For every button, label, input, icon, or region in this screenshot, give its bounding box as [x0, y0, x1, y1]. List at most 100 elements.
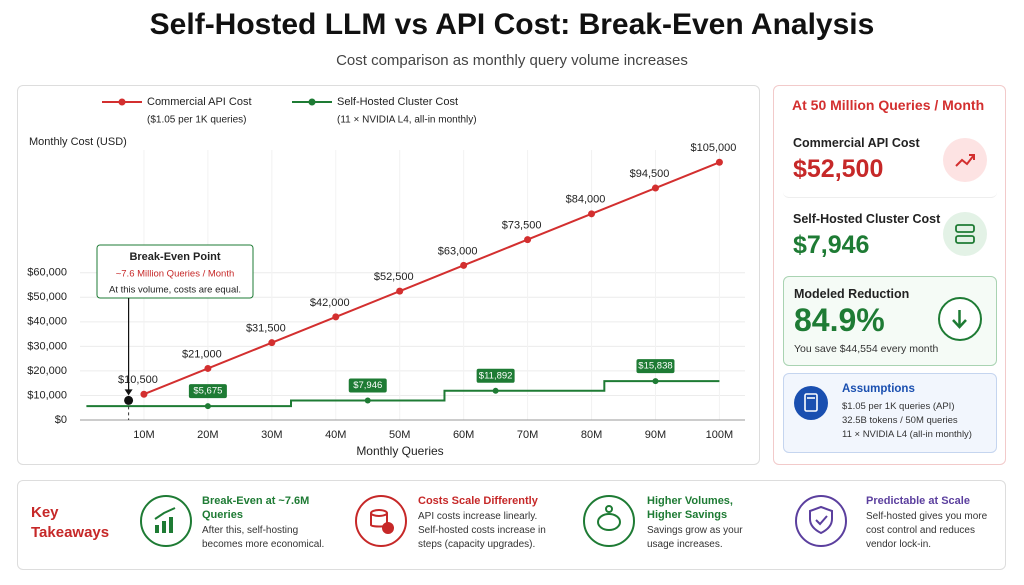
value-label: $21,000 [182, 348, 222, 360]
point [204, 364, 212, 372]
x-tick-label: 40M [325, 429, 346, 441]
value-label: $11,892 [479, 370, 513, 381]
annotation-title: Break-Even Point [129, 251, 220, 263]
takeaway-icon [140, 495, 192, 547]
takeaway: Predictable at Scale Self-hosted gives yo… [866, 494, 996, 552]
takeaway: Costs Scale Differently API costs increas… [418, 494, 553, 552]
point [524, 236, 532, 244]
value-label: $63,000 [438, 245, 478, 257]
takeaway: Higher Volumes, Higher Savings Savings gr… [647, 494, 762, 552]
takeaway-text: API costs increase linearly. Self-hosted… [418, 511, 546, 550]
card-label: Modeled Reduction [794, 287, 910, 301]
card-value: $52,500 [793, 155, 884, 183]
point [332, 313, 340, 321]
value-label: $52,500 [374, 271, 414, 283]
icon [955, 154, 975, 167]
takeaway-icon [795, 495, 847, 547]
x-tick-label: 70M [517, 429, 538, 441]
value-label: $94,500 [630, 168, 670, 180]
point [460, 261, 468, 269]
x-tick-label: 10M [133, 429, 154, 441]
legend-marker [118, 98, 126, 106]
value-label: $84,000 [566, 194, 606, 206]
value-label: $105,000 [690, 142, 736, 154]
down-icon [938, 297, 982, 341]
value-label: $42,000 [310, 297, 350, 309]
takeaway-title: Predictable at Scale [866, 495, 970, 507]
value-label-bg [188, 384, 227, 399]
chart: $0 $10,000 $20,000 $30,000 $40,000 $50,000 $60… [27, 96, 745, 458]
takeaway-title: Higher Volumes, Higher Savings [647, 495, 733, 521]
value-label: $7,946 [353, 380, 382, 391]
takeaway: Break-Even at ~7.6M Queries After this, s… [202, 494, 332, 552]
server-icon [943, 212, 987, 256]
point [268, 339, 276, 347]
point [715, 158, 723, 166]
takeaway-text: Self-hosted gives you more cost control … [866, 511, 988, 550]
point [492, 387, 499, 394]
y-tick-label: $30,000 [27, 340, 67, 352]
reduction-card: Modeled Reduction 84.9% You save $44,554… [783, 276, 997, 366]
takeaway-text: After this, self-hosting becomes more ec… [202, 525, 325, 550]
y-tick-label: $60,000 [27, 267, 67, 279]
series-line [86, 380, 720, 408]
trend-icon [943, 138, 987, 182]
arrow-head [124, 389, 133, 396]
value-label: $73,500 [502, 219, 542, 231]
y-tick-label: $20,000 [27, 365, 67, 377]
page-title: Self-Hosted LLM vs API Cost: Break-Even … [149, 8, 875, 41]
summary-heading: At 50 Million Queries / Month [792, 97, 985, 113]
x-tick-label: 30M [261, 429, 282, 441]
assumption: 32.5B tokens / 50M queries [842, 415, 958, 426]
card-label: Commercial API Cost [793, 136, 920, 150]
api-card: Commercial API Cost $52,500 [783, 124, 997, 198]
annotation-text: At this volume, costs are equal. [109, 285, 241, 296]
legend-note: (11 × NVIDIA L4, all-in monthly) [337, 115, 477, 126]
value-label: $15,838 [638, 361, 672, 372]
value-label-bg [636, 359, 675, 374]
icon [952, 310, 967, 329]
assumptions-list: $1.05 per 1K queries (API) 32.5B tokens … [842, 400, 972, 442]
annotation-subtitle: ~7.6 Million Queries / Month [116, 269, 235, 280]
break-even-point [124, 395, 134, 405]
icon [809, 505, 833, 535]
takeaway-title: Break-Even at ~7.6M Queries [202, 495, 310, 521]
x-tick-label: 80M [581, 429, 602, 441]
calc-icon [794, 386, 828, 420]
assumption: 11 × NVIDIA L4 (all-in monthly) [842, 429, 972, 440]
x-axis-label: Monthly Queries [356, 444, 443, 458]
x-tick-label: 90M [645, 429, 666, 441]
point [204, 403, 211, 410]
y-tick-label: $0 [55, 414, 67, 426]
x-tick-label: 60M [453, 429, 474, 441]
takeaway-icon [355, 495, 407, 547]
card-label: Self-Hosted Cluster Cost [793, 212, 941, 226]
card-note: You save $44,554 every month [794, 343, 939, 355]
icon [370, 509, 394, 534]
point [396, 287, 404, 295]
takeaways-title: Key Takeaways [31, 504, 110, 541]
value-label: $31,500 [246, 323, 286, 335]
x-tick-label: 20M [197, 429, 218, 441]
takeaway-text: Savings grow as your usage increases. [647, 525, 743, 550]
point [652, 378, 659, 385]
legend-marker [308, 98, 316, 106]
series-line [143, 161, 720, 396]
value-label: $10,500 [118, 374, 158, 386]
y-tick-label: $10,000 [27, 389, 67, 401]
x-tick-label: 50M [389, 429, 410, 441]
value-label-bg [476, 368, 515, 383]
card-value: $7,946 [793, 231, 870, 259]
self-hosted-card: Self-Hosted Cluster Cost $7,946 [783, 200, 997, 270]
icon [154, 507, 176, 533]
point [140, 390, 148, 398]
point [588, 210, 596, 218]
value-label-bg [348, 378, 387, 393]
y-tick-label: $40,000 [27, 316, 67, 328]
takeaway-icon [583, 495, 635, 547]
legend-label: Self-Hosted Cluster Cost [337, 96, 458, 108]
card-value: 84.9% [794, 302, 885, 338]
icon [597, 505, 621, 531]
icon [955, 224, 975, 244]
